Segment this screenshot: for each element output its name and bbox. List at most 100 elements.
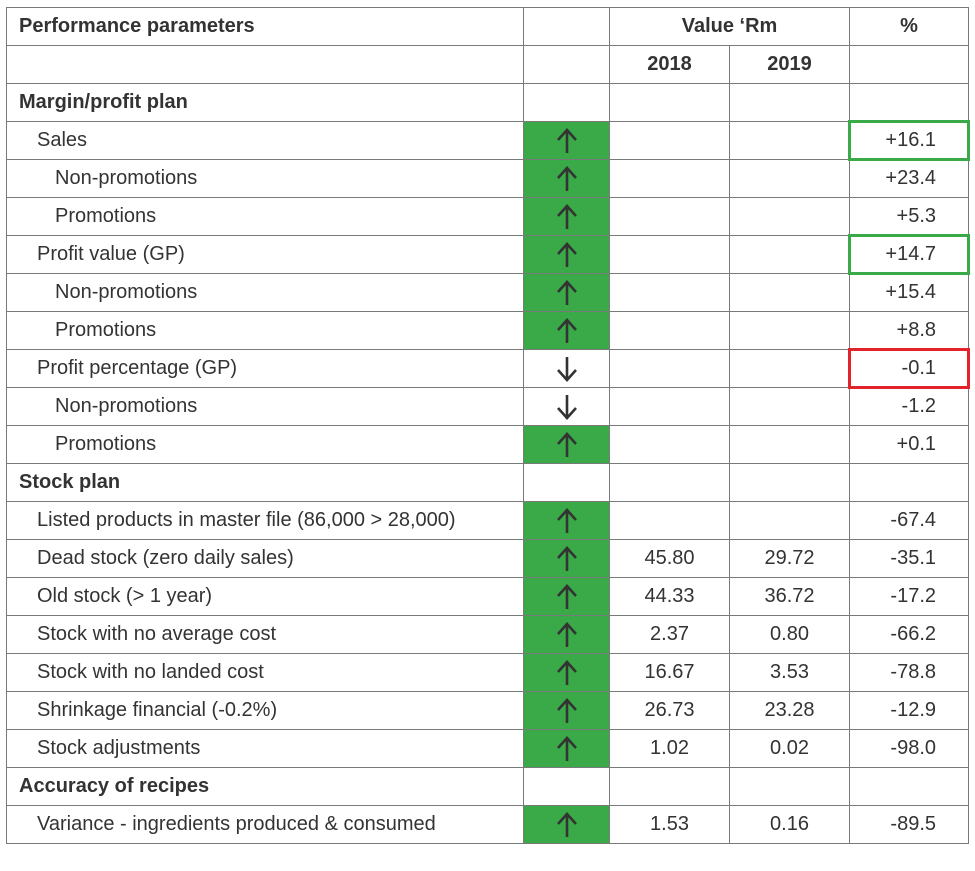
section-title: Accuracy of recipes (6, 767, 524, 806)
pct-cell: -35.1 (849, 539, 970, 578)
value-2018 (609, 273, 730, 312)
section-row-recipes: Accuracy of recipes (6, 767, 970, 806)
up-arrow-icon (524, 621, 609, 649)
pct-cell: -98.0 (849, 729, 970, 768)
down-arrow-icon (524, 393, 609, 421)
table-row: Dead stock (zero daily sales) 45.80 29.72 -… (6, 539, 970, 578)
up-arrow-icon (524, 545, 609, 573)
pct-cell: -89.5 (849, 805, 970, 844)
row-label: Non-promotions (6, 387, 524, 426)
value-2018 (609, 425, 730, 464)
subheader-arrow-blank (523, 45, 610, 84)
row-label: Dead stock (zero daily sales) (6, 539, 524, 578)
table-row: Promotions +8.8 (6, 311, 970, 350)
value-2019 (728, 235, 851, 274)
value-2018: 16.67 (609, 653, 730, 692)
trend-cell (523, 577, 610, 616)
pct-value: +14.7 (885, 243, 937, 265)
section-pct-blank (849, 767, 970, 806)
table-row: Non-promotions +23.4 (6, 159, 970, 198)
section-title: Margin/profit plan (6, 83, 524, 122)
pct-value: -35.1 (890, 547, 937, 569)
value-2018 (609, 501, 730, 540)
performance-table: Performance parameters Value ‘Rm % 2018 … (6, 7, 971, 844)
table-row: Stock with no landed cost 16.67 3.53 -78.8 (6, 653, 970, 692)
section-arrow-blank (523, 463, 610, 502)
pct-cell: +15.4 (849, 273, 970, 312)
section-2019-blank (728, 83, 851, 122)
header-2018: 2018 (609, 45, 730, 84)
table-row: Stock with no average cost 2.37 0.80 -66.2 (6, 615, 970, 654)
table-row: Variance - ingredients produced & consum… (6, 805, 970, 844)
pct-value: +16.1 (885, 129, 937, 151)
pct-cell: +23.4 (849, 159, 970, 198)
pct-cell: -1.2 (849, 387, 970, 426)
pct-value: -1.2 (901, 395, 937, 417)
section-2018-blank (609, 463, 730, 502)
up-arrow-icon (524, 279, 609, 307)
section-2019-blank (728, 767, 851, 806)
pct-value: -67.4 (890, 509, 937, 531)
table-row: Profit percentage (GP) -0.1 (6, 348, 971, 389)
pct-cell: -17.2 (849, 577, 970, 616)
pct-cell: +14.7 (848, 234, 971, 275)
header-param: Performance parameters (6, 7, 524, 46)
section-title: Stock plan (6, 463, 524, 502)
up-arrow-icon (524, 241, 609, 269)
section-arrow-blank (523, 83, 610, 122)
value-2019 (728, 273, 851, 312)
value-2019: 29.72 (728, 539, 851, 578)
pct-value: +15.4 (885, 281, 937, 303)
value-2018: 2.37 (609, 615, 730, 654)
row-label: Stock adjustments (6, 729, 524, 768)
trend-cell (523, 387, 610, 426)
row-label: Promotions (6, 425, 524, 464)
value-2018 (609, 121, 730, 160)
value-2019 (728, 159, 851, 198)
row-label: Promotions (6, 311, 524, 350)
value-2018 (609, 235, 730, 274)
value-2019 (728, 425, 851, 464)
pct-cell: +8.8 (849, 311, 970, 350)
row-label: Shrinkage financial (-0.2%) (6, 691, 524, 730)
row-label: Promotions (6, 197, 524, 236)
value-2019 (728, 311, 851, 350)
value-2018 (609, 387, 730, 426)
value-2019: 36.72 (728, 577, 851, 616)
pct-cell: +16.1 (848, 120, 971, 161)
row-label: Profit percentage (GP) (6, 349, 524, 388)
table-row: Listed products in master file (86,000 >… (6, 501, 970, 540)
pct-cell: +0.1 (849, 425, 970, 464)
row-label: Non-promotions (6, 159, 524, 198)
up-arrow-icon (524, 697, 609, 725)
pct-value: +23.4 (885, 167, 937, 189)
section-2019-blank (728, 463, 851, 502)
table-row: Promotions +5.3 (6, 197, 970, 236)
section-row-margin: Margin/profit plan (6, 83, 970, 122)
header-arrow-blank (523, 7, 610, 46)
pct-value: -12.9 (890, 699, 937, 721)
trend-cell (523, 729, 610, 768)
up-arrow-icon (524, 659, 609, 687)
subheader-pct-blank (849, 45, 970, 84)
table-row: Shrinkage financial (-0.2%) 26.73 23.28 -12… (6, 691, 970, 730)
table-row: Sales +16.1 (6, 120, 971, 161)
pct-value: -89.5 (890, 813, 937, 835)
table-row: Stock adjustments 1.02 0.02 -98.0 (6, 729, 970, 768)
pct-cell: +5.3 (849, 197, 970, 236)
up-arrow-icon (524, 317, 609, 345)
pct-value: -0.1 (901, 357, 937, 379)
table-row: Non-promotions -1.2 (6, 387, 970, 426)
value-2019 (728, 121, 851, 160)
value-2019 (728, 197, 851, 236)
value-2019: 3.53 (728, 653, 851, 692)
subheader-blank (6, 45, 524, 84)
up-arrow-icon (524, 165, 609, 193)
trend-cell (523, 311, 610, 350)
value-2018 (609, 311, 730, 350)
value-2019 (728, 349, 851, 388)
value-2019: 0.16 (728, 805, 851, 844)
trend-cell (523, 349, 610, 388)
table-row: Promotions +0.1 (6, 425, 970, 464)
section-pct-blank (849, 463, 970, 502)
